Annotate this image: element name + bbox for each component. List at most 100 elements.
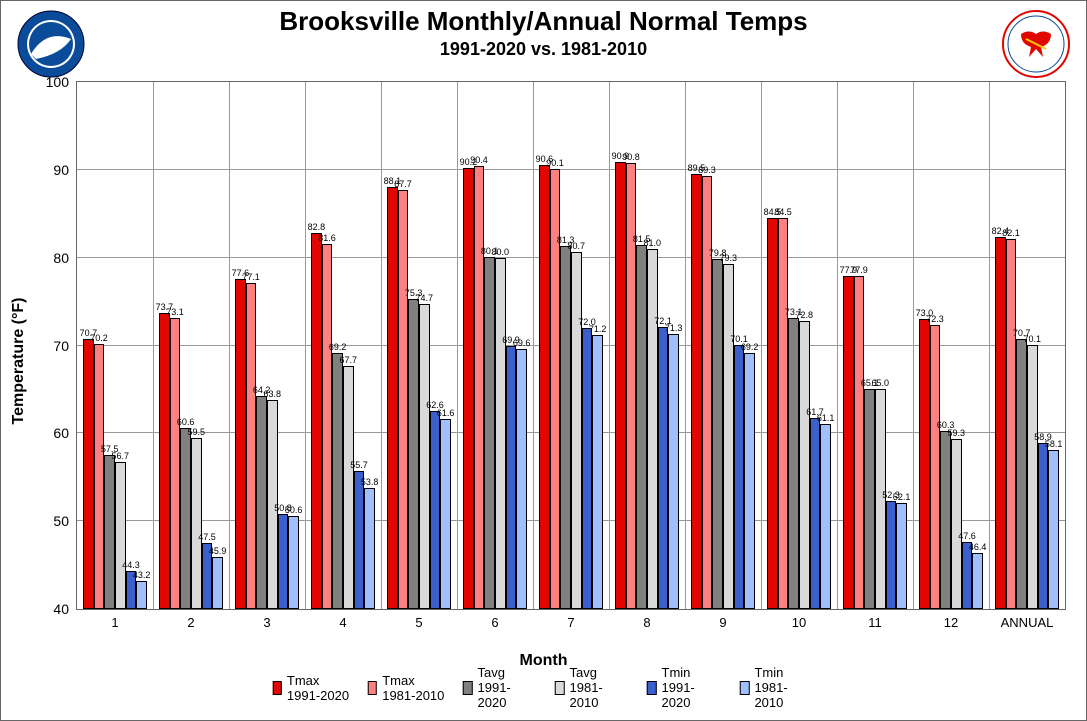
bar-value-label: 80.0 <box>492 247 510 257</box>
bar <box>170 318 181 609</box>
bar-value-label: 90.1 <box>546 158 564 168</box>
bar <box>995 237 1006 609</box>
bar <box>820 424 831 609</box>
bar <box>398 190 409 609</box>
legend-swatch <box>647 681 657 695</box>
bar <box>180 428 191 609</box>
bar-value-label: 58.1 <box>1045 439 1063 449</box>
chart-subtitle: 1991-2020 vs. 1981-2010 <box>1 39 1086 60</box>
bar <box>387 187 398 609</box>
bar <box>712 259 723 609</box>
bar <box>104 455 115 609</box>
bar-value-label: 89.3 <box>698 165 716 175</box>
bar-value-label: 87.7 <box>394 179 412 189</box>
bar-value-label: 81.6 <box>318 233 336 243</box>
bar <box>972 553 983 609</box>
bar <box>136 581 147 609</box>
bar <box>723 264 734 609</box>
gridline-v <box>685 82 686 609</box>
bar <box>115 462 126 609</box>
bar-value-label: 73.1 <box>166 307 184 317</box>
bar <box>582 328 593 609</box>
bar-value-label: 82.1 <box>1002 228 1020 238</box>
bar-value-label: 69.2 <box>329 342 347 352</box>
y-tick-label: 90 <box>53 162 77 178</box>
bar <box>592 335 603 609</box>
bar <box>658 327 669 609</box>
bar-value-label: 67.7 <box>340 355 358 365</box>
bar-value-label: 84.5 <box>774 207 792 217</box>
bar <box>191 438 202 609</box>
legend-swatch <box>463 681 473 695</box>
legend-item: Tmax 1981-2010 <box>368 673 445 703</box>
bar <box>311 233 322 609</box>
gridline-v <box>761 82 762 609</box>
bar <box>636 245 647 610</box>
bar <box>246 283 257 609</box>
legend-item: Tmin 1981-2010 <box>740 665 815 710</box>
bar <box>212 557 223 609</box>
bar <box>463 168 474 609</box>
legend-label: Tmax 1981-2010 <box>382 673 445 703</box>
bar-value-label: 63.8 <box>264 389 282 399</box>
bar-value-label: 72.8 <box>796 310 814 320</box>
bar-value-label: 59.3 <box>948 428 966 438</box>
bar <box>235 279 246 609</box>
legend-item: Tavg 1991-2020 <box>463 665 537 710</box>
bar <box>744 353 755 609</box>
bar <box>94 344 105 609</box>
bar <box>940 431 951 609</box>
bar <box>734 345 745 609</box>
bar-value-label: 77.9 <box>850 265 868 275</box>
bar-value-label: 81.0 <box>644 238 662 248</box>
gridline-v <box>533 82 534 609</box>
bar <box>1027 345 1038 609</box>
bar <box>506 346 517 609</box>
bar-value-label: 69.2 <box>741 342 759 352</box>
gridline-h <box>77 169 1065 170</box>
x-tick-label: 9 <box>719 609 726 630</box>
bar-value-label: 82.8 <box>308 222 326 232</box>
bar <box>419 304 430 609</box>
bar <box>919 319 930 609</box>
x-tick-label: ANNUAL <box>1001 609 1054 630</box>
bar <box>539 165 550 609</box>
bar <box>256 396 267 609</box>
bar <box>343 366 354 609</box>
bar-value-label: 72.3 <box>926 314 944 324</box>
bar <box>767 218 778 609</box>
bar <box>430 411 441 610</box>
bar <box>159 313 170 609</box>
bar-value-label: 55.7 <box>350 460 368 470</box>
bar <box>886 501 897 609</box>
bar-value-label: 80.7 <box>568 241 586 251</box>
bar <box>799 321 810 609</box>
gridline-v <box>381 82 382 609</box>
bar <box>354 471 365 609</box>
legend-swatch <box>555 681 565 695</box>
bar <box>864 389 875 609</box>
bar-value-label: 56.7 <box>112 451 130 461</box>
bar <box>408 299 419 609</box>
x-tick-label: 12 <box>944 609 958 630</box>
x-tick-label: 6 <box>491 609 498 630</box>
bar <box>788 318 799 609</box>
gridline-v <box>153 82 154 609</box>
gridline-v <box>913 82 914 609</box>
bar-value-label: 61.1 <box>817 413 835 423</box>
bar <box>691 174 702 609</box>
chart-header: Brooksville Monthly/Annual Normal Temps … <box>1 6 1086 60</box>
bar <box>560 246 571 609</box>
bar-value-label: 47.6 <box>958 531 976 541</box>
bar <box>288 516 299 609</box>
bar-value-label: 53.8 <box>361 477 379 487</box>
y-tick-label: 100 <box>46 74 77 90</box>
legend-swatch <box>740 681 750 695</box>
legend: Tmax 1991-2020Tmax 1981-2010Tavg 1991-20… <box>272 665 815 710</box>
bar-value-label: 90.4 <box>470 155 488 165</box>
bar <box>647 249 658 609</box>
bar-value-label: 50.6 <box>285 505 303 515</box>
bar-value-label: 60.6 <box>177 417 195 427</box>
legend-swatch <box>272 681 282 695</box>
bar-value-label: 90.8 <box>622 152 640 162</box>
